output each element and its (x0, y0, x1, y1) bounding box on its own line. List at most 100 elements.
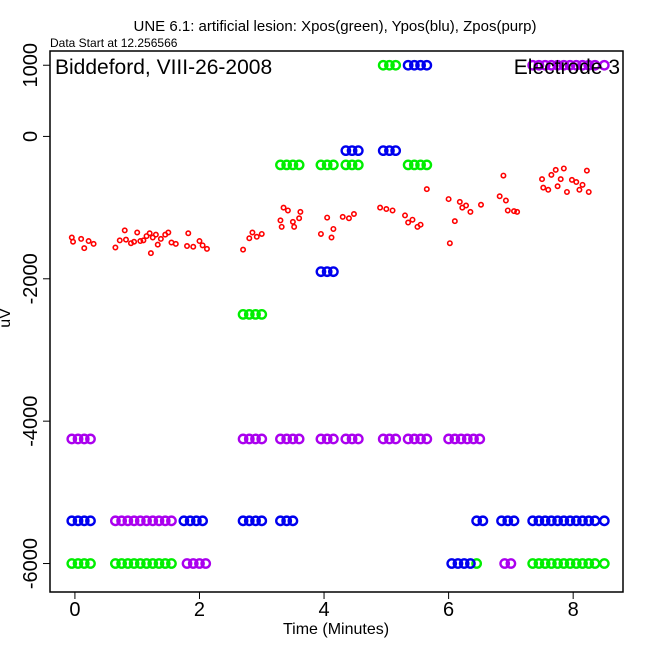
data-point-s0-3 (81, 245, 88, 252)
data-point-s1-41 (558, 558, 570, 569)
data-point-s0-1 (70, 238, 77, 245)
data-point-s0-42 (291, 223, 298, 230)
data-point-s1-23 (321, 159, 333, 171)
data-point-s2-2 (78, 515, 90, 527)
x-tick-label-4: 8 (568, 599, 579, 621)
data-point-s0-85 (573, 178, 580, 185)
data-point-s2-32 (471, 515, 483, 527)
data-point-s0-9 (122, 236, 129, 243)
data-point-s0-46 (324, 214, 331, 221)
data-point-s3-55 (577, 59, 588, 71)
data-point-s1-10 (147, 558, 159, 569)
data-point-s0-40 (284, 207, 291, 214)
data-point-s1-38 (539, 558, 551, 569)
x-tick-label-1: 2 (194, 599, 205, 621)
data-point-s2-1 (72, 515, 84, 527)
data-point-s0-4 (85, 238, 92, 245)
data-point-s2-7 (197, 515, 208, 527)
data-point-s0-75 (539, 176, 546, 183)
chart-subtitle: Data Start at 12.256566 (50, 36, 178, 50)
data-point-s1-33 (415, 159, 426, 171)
data-point-s2-46 (583, 515, 595, 527)
data-point-s0-36 (258, 230, 265, 237)
data-point-s0-22 (165, 229, 172, 236)
data-point-s1-21 (293, 159, 305, 171)
data-point-s0-6 (112, 244, 119, 251)
data-point-s0-74 (514, 208, 521, 215)
data-point-s2-28 (446, 558, 458, 569)
plot-frame (49, 50, 624, 593)
data-point-s2-34 (496, 515, 507, 527)
data-point-s3-9 (141, 515, 152, 527)
data-point-s0-25 (147, 250, 154, 257)
data-point-s3-45 (499, 558, 511, 569)
data-point-s0-7 (116, 237, 123, 244)
data-point-s0-56 (405, 219, 412, 226)
data-point-s2-18 (340, 145, 352, 157)
data-point-s0-2 (78, 235, 85, 242)
data-point-s3-37 (415, 433, 426, 445)
data-point-s3-15 (187, 558, 199, 569)
data-point-s0-76 (540, 184, 547, 191)
data-point-s3-29 (340, 433, 352, 445)
data-point-s0-51 (350, 211, 357, 218)
data-point-s2-9 (243, 515, 255, 527)
data-point-s0-32 (240, 246, 247, 253)
data-point-s0-52 (377, 204, 384, 211)
data-point-s3-0 (66, 433, 78, 445)
data-point-s3-2 (78, 433, 90, 445)
data-point-s3-6 (122, 515, 134, 527)
data-point-s0-18 (152, 231, 159, 238)
data-point-s1-3 (85, 558, 96, 569)
data-point-s0-48 (330, 225, 337, 232)
data-point-s3-43 (468, 433, 479, 445)
x-tick-label-0: 0 (69, 599, 80, 621)
data-point-s2-35 (502, 515, 514, 527)
data-point-s0-28 (190, 243, 197, 250)
data-point-s3-7 (128, 515, 140, 527)
data-point-s2-16 (321, 266, 333, 278)
y-tick-label-1: -4000 (20, 396, 42, 447)
data-point-s3-28 (327, 433, 339, 445)
data-point-s0-41 (289, 218, 296, 225)
data-point-s1-37 (533, 558, 545, 569)
data-point-s2-11 (256, 515, 268, 527)
y-tick-label-2: -2000 (20, 253, 42, 304)
data-point-s0-79 (552, 166, 559, 173)
data-point-s1-31 (402, 159, 414, 171)
data-point-s0-31 (203, 245, 210, 252)
data-point-s2-48 (598, 515, 610, 527)
data-point-s0-11 (131, 238, 138, 245)
data-point-s3-39 (443, 433, 455, 445)
data-point-s1-12 (159, 558, 171, 569)
data-point-s3-12 (159, 515, 171, 527)
data-point-s1-0 (66, 558, 78, 569)
data-point-s1-44 (577, 558, 588, 569)
data-point-s3-47 (527, 59, 539, 71)
data-point-s0-61 (445, 196, 452, 203)
data-point-s1-35 (471, 558, 483, 569)
data-point-s0-81 (557, 176, 564, 183)
data-point-s3-26 (315, 433, 327, 445)
data-point-s1-14 (237, 308, 249, 320)
data-point-s3-41 (455, 433, 467, 445)
x-axis-label: Time (Minutes) (283, 621, 389, 638)
data-point-s2-25 (408, 59, 420, 71)
data-point-s2-33 (477, 515, 489, 527)
data-point-s1-11 (153, 558, 165, 569)
data-point-s0-86 (576, 186, 583, 193)
x-axis: 0 2 4 6 8 (69, 592, 579, 621)
data-point-s2-14 (287, 515, 299, 527)
data-point-s3-10 (147, 515, 159, 527)
data-point-s2-24 (402, 59, 414, 71)
data-point-s2-41 (552, 515, 564, 527)
data-point-s3-20 (250, 433, 261, 445)
data-point-s2-27 (421, 59, 433, 71)
data-point-s3-24 (287, 433, 299, 445)
data-point-s1-47 (598, 558, 610, 569)
data-point-s3-44 (474, 433, 486, 445)
data-point-s1-5 (116, 558, 128, 569)
data-point-s3-16 (194, 558, 205, 569)
data-point-s0-37 (277, 217, 284, 224)
data-point-s3-56 (583, 59, 595, 71)
